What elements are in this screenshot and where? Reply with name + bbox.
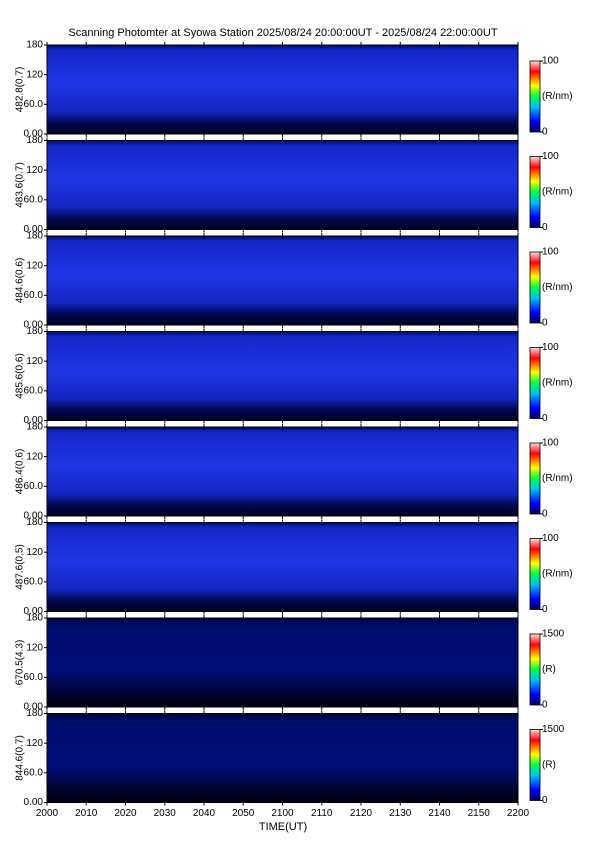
y-tick-label: 120 [26,642,43,653]
y-axis-label: 487.6(0.5) [15,544,26,590]
colorbar-label: (R) [542,760,556,771]
y-tick-label: 60.0 [24,385,44,396]
colorbar-tick-label: 100 [542,247,559,258]
y-axis-label: 844.6(0.7) [15,735,26,781]
y-axis-label: 484.6(0.6) [15,258,26,304]
heatmap [47,618,518,707]
colorbar [529,347,541,419]
y-tick-label: 120 [26,451,43,462]
y-tick-label: 180 [26,40,43,51]
x-tick-label: 2000 [36,808,59,819]
x-axis-label: TIME(UT) [259,821,307,833]
x-tick-label: 2050 [232,808,255,819]
y-tick-label: 60.0 [24,290,44,301]
y-tick-label: 0.00 [24,702,44,713]
y-tick-label: 120 [26,260,43,271]
y-tick-label: 180 [26,135,43,146]
y-tick-label: 60.0 [24,672,44,683]
colorbar-tick-label: 0 [542,700,548,711]
colorbar-label: (R/nm) [542,91,573,102]
y-tick-label: 180 [26,613,43,624]
y-tick-label: 0.00 [24,129,44,140]
x-tick-label: 2040 [193,808,216,819]
x-tick-label: 2020 [114,808,137,819]
heatmap [47,236,518,325]
y-axis-label: 486.4(0.6) [15,449,26,495]
colorbar [529,729,541,801]
y-axis-label: 483.6(0.7) [15,162,26,208]
colorbar-label: (R/nm) [542,473,573,484]
y-tick-label: 60.0 [24,481,44,492]
colorbar-tick-label: 0 [542,509,548,520]
y-tick-label: 60.0 [24,767,44,778]
colorbar-label: (R/nm) [542,282,573,293]
colorbar [529,60,541,133]
colorbar-tick-label: 0 [542,127,548,138]
chart-title: Scanning Photomter at Syowa Station 2025… [68,27,497,39]
colorbar-tick-label: 0 [542,604,548,615]
colorbar-label: (R/nm) [542,378,573,389]
x-tick-label: 2150 [468,808,491,819]
y-axis-label: 485.6(0.6) [15,353,26,399]
heatmap [47,331,518,421]
colorbar-tick-label: 100 [542,533,559,544]
y-tick-label: 60.0 [24,576,44,587]
y-tick-label: 60.0 [24,194,44,205]
y-axis-label: 670.5(4.3) [15,640,26,686]
x-tick-label: 2100 [271,808,294,819]
colorbar-tick-label: 100 [542,342,559,353]
y-tick-label: 180 [26,517,43,528]
x-tick-label: 2030 [154,808,177,819]
colorbar-tick-label: 0 [542,222,548,233]
colorbar-tick-label: 1500 [542,724,565,735]
y-tick-label: 120 [26,69,43,80]
x-tick-label: 2200 [507,808,530,819]
heatmap [47,713,518,803]
x-tick-label: 2130 [389,808,412,819]
x-tick-label: 2120 [350,808,373,819]
x-tick-label: 2110 [311,808,333,819]
y-tick-label: 0.00 [24,415,44,426]
y-tick-label: 120 [26,547,43,558]
heatmap [47,522,518,612]
colorbar-tick-label: 0 [542,795,548,806]
y-tick-label: 0.00 [24,224,44,235]
colorbar-tick-label: 0 [542,318,548,329]
y-tick-label: 60.0 [24,99,44,110]
colorbar-label: (R/nm) [542,187,573,198]
colorbar-tick-label: 100 [542,438,559,449]
colorbar-tick-label: 100 [542,151,559,162]
colorbar [529,156,541,228]
y-tick-label: 120 [26,356,43,367]
colorbar-tick-label: 100 [542,56,559,67]
y-tick-label: 180 [26,422,43,433]
heatmap [47,427,518,516]
colorbar [529,251,541,324]
y-tick-label: 180 [26,708,43,719]
colorbar-label: (R) [542,664,556,675]
y-tick-label: 120 [26,738,43,749]
y-tick-label: 0.00 [24,320,44,331]
colorbar-label: (R/nm) [542,569,573,580]
colorbar [529,538,541,610]
y-axis-label: 482.8(0.7) [15,67,26,113]
colorbar-tick-label: 1500 [542,629,565,640]
colorbar-tick-label: 0 [542,413,548,424]
heatmap [47,140,518,230]
y-tick-label: 0.00 [24,606,44,617]
y-tick-label: 180 [26,326,43,337]
x-tick-label: 2140 [428,808,451,819]
y-tick-label: 0.00 [24,797,44,808]
colorbar [529,442,541,515]
y-tick-label: 120 [26,165,43,176]
y-tick-label: 0.00 [24,511,44,522]
x-tick-label: 2010 [75,808,98,819]
heatmap [47,45,518,134]
colorbar [529,633,541,706]
y-tick-label: 180 [26,231,43,242]
